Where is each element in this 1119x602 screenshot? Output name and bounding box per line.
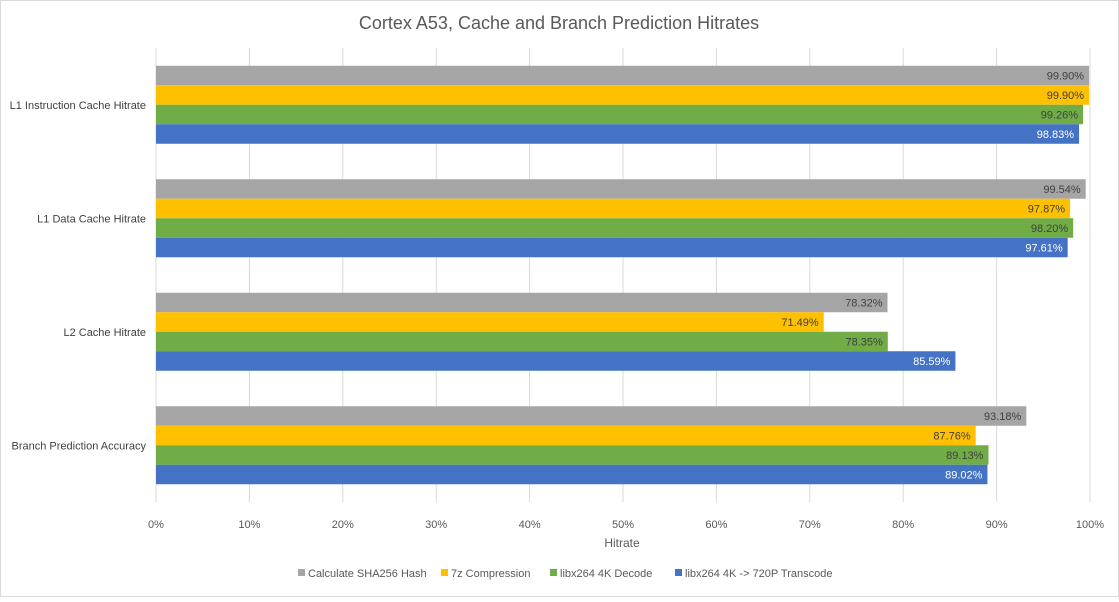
category-labels: L1 Instruction Cache Hitrate L1 Data Cach… [10, 100, 147, 453]
x-tick-label: 30% [425, 519, 447, 531]
legend-label: libx264 4K Decode [560, 568, 652, 580]
x-tick-label: 10% [238, 519, 260, 531]
bar [156, 65, 1090, 86]
data-label: 87.76% [933, 431, 971, 443]
bar [156, 425, 976, 446]
bar [156, 198, 1071, 219]
category-label: Branch Prediction Accuracy [11, 440, 146, 452]
data-label: 98.20% [1031, 223, 1069, 235]
bar [156, 351, 956, 371]
data-label: 71.49% [781, 317, 819, 329]
x-tick-label: 100% [1076, 519, 1104, 531]
bar [156, 445, 989, 465]
x-tick-label: 40% [519, 519, 541, 531]
chart-title: Cortex A53, Cache and Branch Prediction … [359, 13, 759, 33]
bars [156, 65, 1090, 485]
legend-label: 7z Compression [451, 568, 530, 580]
data-label: 93.18% [984, 411, 1022, 423]
legend-swatch [298, 569, 305, 576]
legend-swatch [550, 569, 557, 576]
data-label: 99.54% [1043, 184, 1081, 196]
bar [156, 104, 1084, 125]
data-label: 89.02% [945, 470, 983, 482]
x-axis-title: Hitrate [604, 536, 640, 550]
bar [156, 312, 824, 332]
bar [156, 292, 888, 313]
category-label: L1 Instruction Cache Hitrate [10, 100, 146, 112]
data-labels: 99.90% 99.90% 99.26% 98.83% 99.54% 97.87% 98.2… [781, 71, 1084, 482]
bar [156, 85, 1090, 105]
data-label: 97.61% [1025, 243, 1063, 255]
x-tick-labels: 0% 10% 20% 30% 40% 50% 60% 70% 80% 90% 100% [148, 519, 1104, 531]
bar [156, 464, 988, 485]
x-tick-label: 80% [892, 519, 914, 531]
data-label: 99.90% [1047, 71, 1085, 83]
legend: Calculate SHA256 Hash 7z Compression libx2… [298, 568, 832, 580]
bar [156, 331, 888, 352]
category-label: L2 Cache Hitrate [63, 327, 146, 339]
data-label: 85.59% [913, 356, 951, 368]
legend-label: libx264 4K -> 720P Transcode [685, 568, 832, 580]
category-label: L1 Data Cache Hitrate [37, 213, 146, 225]
data-label: 78.35% [845, 337, 883, 349]
data-label: 78.32% [845, 298, 883, 310]
bar [156, 179, 1086, 199]
x-tick-label: 60% [705, 519, 727, 531]
bar [156, 124, 1080, 144]
data-label: 89.13% [946, 450, 984, 462]
x-tick-label: 0% [148, 519, 164, 531]
legend-swatch [675, 569, 682, 576]
x-tick-label: 70% [799, 519, 821, 531]
data-label: 97.87% [1028, 204, 1066, 216]
data-label: 99.90% [1047, 90, 1085, 102]
x-tick-label: 90% [986, 519, 1008, 531]
x-tick-label: 50% [612, 519, 634, 531]
bar [156, 218, 1074, 238]
bar [156, 237, 1068, 258]
legend-label: Calculate SHA256 Hash [308, 568, 427, 580]
bar [156, 406, 1027, 426]
x-tick-label: 20% [332, 519, 354, 531]
legend-swatch [441, 569, 448, 576]
data-label: 98.83% [1037, 129, 1075, 141]
data-label: 99.26% [1041, 110, 1079, 122]
